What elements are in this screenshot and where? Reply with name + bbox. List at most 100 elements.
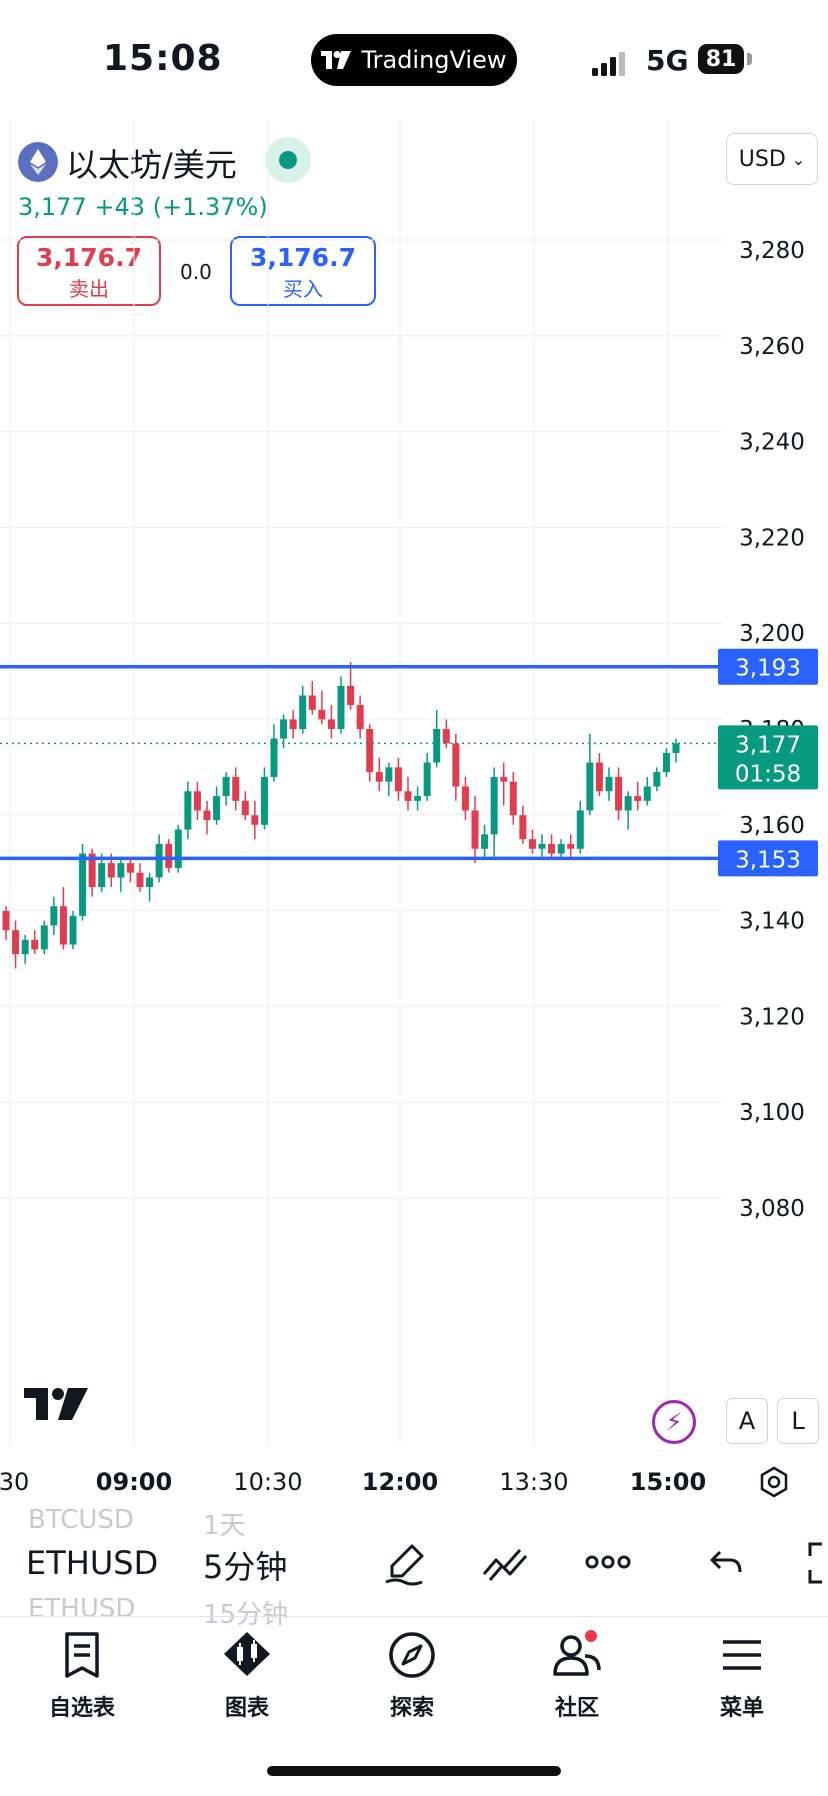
currency-dropdown[interactable]: USD ⌄ bbox=[726, 133, 818, 185]
tradingview-pill[interactable]: TradingView bbox=[311, 34, 517, 86]
fullscreen-icon[interactable] bbox=[800, 1540, 828, 1586]
price-tick-label: 3,240 bbox=[739, 430, 805, 456]
candle-body bbox=[21, 939, 29, 955]
time-tick-label: 12:00 bbox=[362, 1468, 438, 1496]
candle-body bbox=[414, 796, 422, 801]
candle-body bbox=[222, 776, 230, 797]
time-tick-label: :30 bbox=[0, 1468, 29, 1496]
candle-body bbox=[461, 786, 469, 811]
horizontal-line-label-bg bbox=[718, 648, 818, 685]
candle-body bbox=[662, 752, 670, 773]
candle-body bbox=[69, 915, 77, 945]
time-tick-label: 13:30 bbox=[499, 1468, 568, 1496]
more-icon[interactable] bbox=[584, 1552, 632, 1572]
community-icon bbox=[553, 1630, 601, 1676]
sell-button[interactable]: 3,176.7 卖出 bbox=[17, 236, 161, 306]
ethereum-icon bbox=[18, 142, 58, 182]
candle-body bbox=[404, 791, 412, 801]
tab-chart[interactable]: 图表 bbox=[187, 1630, 307, 1722]
candle-body bbox=[375, 772, 383, 782]
price-tick-label: 3,160 bbox=[739, 813, 805, 839]
candle-body bbox=[538, 843, 546, 849]
candle-body bbox=[59, 906, 67, 945]
candle-body bbox=[624, 796, 632, 811]
time-tick-label: 15:00 bbox=[630, 1468, 706, 1496]
candle-body bbox=[318, 709, 326, 720]
signal-icon bbox=[592, 52, 625, 76]
undo-icon[interactable] bbox=[706, 1540, 746, 1586]
watchlist-icon bbox=[65, 1632, 99, 1678]
last-price-label-bg bbox=[718, 725, 818, 790]
horizontal-line-label: 3,153 bbox=[735, 847, 801, 873]
candle-body bbox=[260, 776, 268, 825]
candle-body bbox=[509, 781, 517, 816]
horizontal-line-label: 3,193 bbox=[735, 656, 801, 682]
next-interval[interactable]: 15分钟 bbox=[203, 1600, 289, 1630]
tab-community[interactable]: 社区 bbox=[517, 1630, 637, 1722]
symbol-selector[interactable]: ETHUSD bbox=[26, 1544, 159, 1582]
candle-body bbox=[98, 863, 106, 888]
symbol-title[interactable]: 以太坊/美元 bbox=[66, 146, 237, 184]
tradingview-logo-icon bbox=[321, 51, 352, 69]
candle-body bbox=[12, 930, 20, 955]
network-label: 5G bbox=[646, 44, 689, 77]
candle-body bbox=[519, 815, 527, 840]
prev-symbol[interactable]: BTCUSD bbox=[28, 1505, 134, 1535]
candle-body bbox=[347, 685, 355, 706]
spread-value: 0.0 bbox=[180, 260, 212, 284]
tab-bar-divider bbox=[0, 1616, 828, 1617]
tab-explore[interactable]: 探索 bbox=[352, 1630, 472, 1722]
battery-level: 81 bbox=[705, 46, 737, 72]
price-tick-label: 3,100 bbox=[739, 1100, 805, 1126]
candle-body bbox=[251, 815, 259, 825]
tab-label: 图表 bbox=[224, 1696, 269, 1721]
candle-body bbox=[595, 762, 603, 792]
candle-body bbox=[136, 872, 144, 888]
candle-body bbox=[299, 695, 307, 729]
next-symbol[interactable]: ETHUSD bbox=[28, 1594, 136, 1624]
tab-label: 自选表 bbox=[48, 1696, 115, 1721]
candle-body bbox=[471, 810, 479, 849]
price-change: 3,177 +43 (+1.37%) bbox=[18, 193, 268, 221]
sell-label: 卖出 bbox=[69, 277, 109, 301]
drawing-tools-icon[interactable] bbox=[480, 1540, 530, 1586]
candle-body bbox=[241, 800, 249, 816]
candle-body bbox=[40, 925, 48, 950]
candle-body bbox=[366, 729, 374, 773]
candle-body bbox=[88, 853, 96, 888]
candle-body bbox=[433, 729, 441, 763]
buy-label: 买入 bbox=[283, 277, 323, 301]
interval-selector[interactable]: 5分钟 bbox=[203, 1548, 288, 1586]
candle-body bbox=[653, 772, 661, 787]
candle-body bbox=[605, 776, 613, 792]
candle-body bbox=[490, 776, 498, 835]
tab-label: 探索 bbox=[389, 1696, 434, 1721]
candle-body bbox=[500, 776, 508, 782]
candle-body bbox=[184, 791, 192, 830]
tab-menu[interactable]: 菜单 bbox=[682, 1630, 802, 1722]
log-scale-button[interactable]: L bbox=[777, 1398, 819, 1444]
candle-body bbox=[117, 863, 125, 878]
chart-settings-icon[interactable] bbox=[758, 1466, 790, 1498]
candle-body bbox=[193, 791, 201, 811]
candle-body bbox=[232, 776, 240, 801]
chevron-down-icon: ⌄ bbox=[791, 149, 806, 169]
auto-scale-button[interactable]: A bbox=[726, 1398, 768, 1444]
price-chart[interactable]: 3,2803,2603,2403,2203,2003,1803,1603,140… bbox=[0, 120, 828, 1520]
prev-interval[interactable]: 1天 bbox=[203, 1511, 246, 1541]
lightning-icon[interactable]: ⚡ bbox=[652, 1400, 696, 1444]
candle-body bbox=[442, 729, 450, 744]
price-tick-label: 3,200 bbox=[739, 621, 805, 647]
candle-body bbox=[452, 743, 460, 787]
candle-body bbox=[126, 863, 134, 873]
sell-price: 3,176.7 bbox=[36, 243, 142, 272]
candle-body bbox=[165, 843, 173, 868]
price-tick-label: 3,220 bbox=[739, 525, 805, 551]
tab-label: 社区 bbox=[554, 1696, 599, 1721]
candle-body bbox=[50, 906, 58, 926]
brush-icon[interactable] bbox=[382, 1540, 428, 1586]
candle-body bbox=[643, 786, 651, 801]
home-indicator bbox=[267, 1766, 561, 1776]
price-tick-label: 3,260 bbox=[739, 334, 805, 360]
tab-watchlist[interactable]: 自选表 bbox=[22, 1630, 142, 1722]
